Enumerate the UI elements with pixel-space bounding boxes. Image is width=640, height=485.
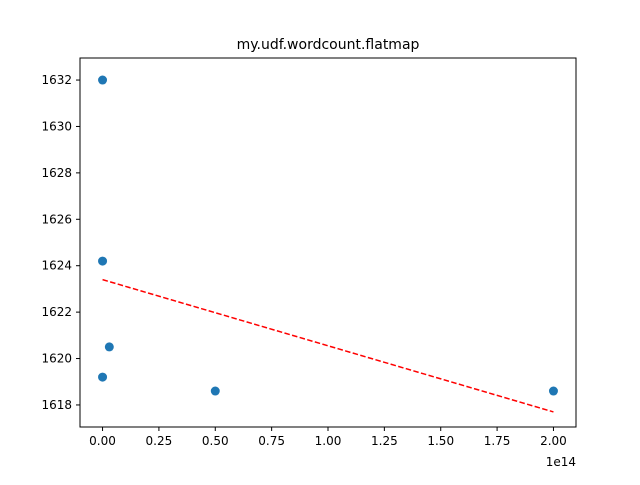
chart-title: my.udf.wordcount.flatmap (237, 37, 420, 53)
y-tick-label: 1622 (41, 305, 72, 319)
scatter-point (98, 75, 108, 85)
x-tick-label: 0.75 (258, 434, 285, 448)
x-tick-label: 2.00 (540, 434, 567, 448)
x-axis: 0.00 0.25 0.50 0.75 1.00 1.25 1.50 1.75 2.00 (89, 427, 567, 448)
scatter-point (98, 372, 108, 382)
y-tick-label: 1628 (41, 166, 72, 180)
x-offset-label: 1e14 (546, 455, 576, 469)
y-tick-label: 1632 (41, 73, 72, 87)
x-tick-label: 0.00 (89, 434, 116, 448)
y-axis: 1618 1620 1622 1624 1626 1628 1630 1632 (41, 73, 80, 412)
x-tick-label: 1.25 (371, 434, 398, 448)
trend-line (102, 278, 554, 413)
x-tick-label: 0.50 (202, 434, 229, 448)
x-tick-label: 1.00 (315, 434, 342, 448)
y-tick-label: 1624 (41, 259, 72, 273)
scatter-point (98, 256, 108, 266)
scatter-point (548, 386, 558, 396)
scatter-point (104, 342, 114, 352)
series-layer (98, 75, 558, 413)
y-tick-label: 1618 (41, 398, 72, 412)
scatter-point (210, 386, 220, 396)
y-tick-label: 1626 (41, 212, 72, 226)
x-tick-label: 1.75 (484, 434, 511, 448)
y-tick-label: 1620 (41, 352, 72, 366)
x-tick-label: 0.25 (146, 434, 173, 448)
plot-frame (79, 57, 577, 428)
x-tick-label: 1.50 (427, 434, 454, 448)
y-tick-label: 1630 (41, 119, 72, 133)
